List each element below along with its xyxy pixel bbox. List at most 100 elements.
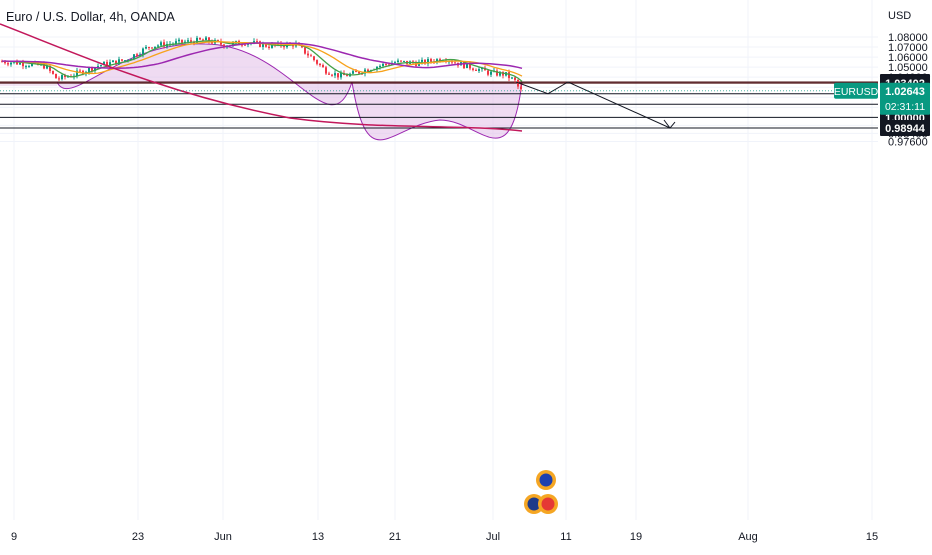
candle-down (454, 62, 456, 64)
candle-down (181, 39, 183, 43)
candle-up (499, 72, 501, 76)
symbol-badge (834, 82, 878, 99)
candle-up (142, 48, 144, 55)
candle-down (121, 59, 123, 61)
candle-down (385, 63, 387, 65)
candle-down (400, 60, 402, 62)
candle-up (28, 66, 30, 68)
candle-up (109, 62, 111, 66)
candle-down (316, 60, 318, 64)
candle-up (427, 59, 429, 64)
candle-up (511, 77, 513, 79)
candle-down (37, 61, 39, 66)
candle-up (196, 37, 198, 44)
candle-down (367, 69, 369, 72)
candle-up (178, 39, 180, 42)
candle-down (487, 70, 489, 75)
candle-up (382, 63, 384, 66)
candle-up (157, 45, 159, 47)
candle-down (265, 43, 267, 47)
time-tick-label: 9 (11, 531, 17, 543)
candle-down (463, 62, 465, 69)
candle-up (175, 41, 177, 44)
candle-down (55, 73, 57, 79)
pattern-base (0, 82, 57, 87)
candle-down (16, 61, 18, 65)
candle-down (244, 44, 246, 46)
candle-up (187, 40, 189, 42)
candle-down (220, 41, 222, 45)
candle-down (7, 63, 9, 65)
candle-down (307, 53, 309, 56)
candle-up (235, 40, 237, 43)
time-tick-label: Jun (214, 531, 232, 543)
countdown-label: 02:31:11 (885, 101, 925, 113)
candle-up (478, 69, 480, 71)
time-tick-label: 23 (132, 531, 144, 543)
currency-label: USD (888, 10, 912, 22)
price-tick-label: 0.97600 (888, 136, 928, 148)
candle-down (217, 40, 219, 42)
candle-down (148, 46, 150, 48)
price-badges: 1.035241.034021.023561.013001.000000.989… (0, 73, 930, 136)
candle-up (490, 71, 492, 75)
candle-up (139, 54, 141, 56)
candle-up (184, 41, 186, 43)
candle-up (100, 65, 102, 67)
candle-up (25, 66, 27, 68)
candle-down (79, 70, 81, 72)
candle-up (340, 73, 342, 78)
candle-up (130, 58, 132, 61)
price-tick-label: 1.08000 (888, 32, 928, 44)
candle-down (151, 47, 153, 49)
candle-down (346, 75, 348, 77)
symbol-badge-label: EURUSD (834, 86, 879, 98)
candle-up (31, 63, 33, 67)
price-tick-label: 1.05000 (888, 62, 928, 74)
candle-down (331, 74, 333, 76)
candle-down (106, 61, 108, 66)
candle-down (328, 73, 330, 75)
candle-up (67, 76, 69, 78)
candle-down (325, 67, 327, 74)
candle-down (52, 70, 54, 74)
candle-up (133, 54, 135, 59)
candle-down (43, 64, 45, 69)
candle-down (223, 44, 225, 48)
time-tick-label: Jul (486, 531, 500, 543)
candle-down (268, 46, 270, 48)
candle-down (337, 73, 339, 78)
projection-path[interactable] (515, 81, 676, 129)
horizontal-levels[interactable] (0, 81, 878, 129)
candle-up (94, 67, 96, 71)
candle-down (91, 67, 93, 71)
current-price-badge (880, 82, 930, 115)
candle-down (451, 61, 453, 63)
candle-up (379, 65, 381, 67)
candle-down (472, 68, 474, 70)
economic-events[interactable] (524, 470, 558, 514)
candle-down (163, 42, 165, 47)
moving-averages (0, 23, 523, 132)
time-axis[interactable]: 9 23 Jun 13 21 Jul 11 19 Aug 15 (11, 531, 878, 543)
candle-up (436, 59, 438, 63)
candle-down (475, 69, 477, 71)
candle-down (514, 77, 516, 80)
candle-down (388, 64, 390, 66)
time-tick-label: 19 (630, 531, 642, 543)
candle-up (19, 62, 21, 65)
candle-down (208, 37, 210, 42)
candle-down (469, 62, 471, 69)
us-flag-icon (541, 497, 555, 511)
candle-up (103, 61, 105, 66)
projection-line (515, 81, 671, 129)
candle-up (160, 42, 162, 46)
price-tick-label: 1.06000 (888, 52, 928, 64)
candle-up (352, 71, 354, 74)
candle-down (136, 54, 138, 56)
candle-down (283, 46, 285, 48)
candle-up (253, 41, 255, 44)
eu-flag-icon (539, 473, 553, 487)
